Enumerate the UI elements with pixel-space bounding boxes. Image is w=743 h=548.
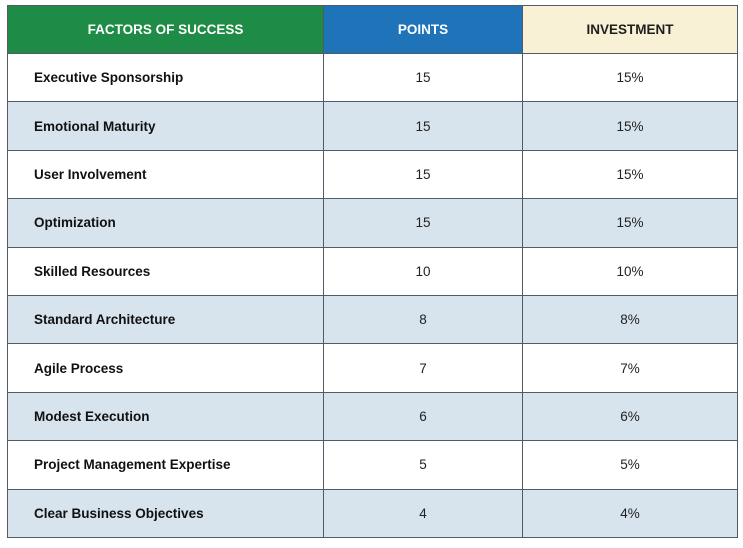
- investment-cell: 15%: [522, 101, 738, 151]
- investment-cell: 15%: [522, 198, 738, 248]
- success-factors-table: FACTORS OF SUCCESS POINTS INVESTMENT Exe…: [7, 5, 738, 538]
- factor-cell: Project Management Expertise: [7, 440, 324, 490]
- success-factors-table-container: FACTORS OF SUCCESS POINTS INVESTMENT Exe…: [7, 5, 738, 538]
- table-row: User Involvement 15 15%: [7, 149, 738, 200]
- points-cell: 4: [323, 488, 523, 538]
- points-cell: 15: [323, 52, 523, 103]
- header-investment: INVESTMENT: [522, 5, 738, 54]
- table-row: Clear Business Objectives 4 4%: [7, 488, 738, 538]
- points-cell: 15: [323, 101, 523, 151]
- points-cell: 7: [323, 343, 523, 393]
- factor-cell: Clear Business Objectives: [7, 488, 324, 538]
- investment-cell: 8%: [522, 294, 738, 345]
- points-cell: 8: [323, 294, 523, 345]
- investment-cell: 7%: [522, 343, 738, 393]
- header-points: POINTS: [323, 5, 523, 54]
- table-row: Modest Execution 6 6%: [7, 391, 738, 442]
- points-cell: 5: [323, 440, 523, 490]
- table-row: Emotional Maturity 15 15%: [7, 101, 738, 151]
- points-cell: 6: [323, 391, 523, 442]
- factor-cell: User Involvement: [7, 149, 324, 200]
- factor-cell: Agile Process: [7, 343, 324, 393]
- factor-cell: Skilled Resources: [7, 246, 324, 296]
- investment-cell: 15%: [522, 52, 738, 103]
- table-row: Executive Sponsorship 15 15%: [7, 52, 738, 103]
- table-row: Project Management Expertise 5 5%: [7, 440, 738, 490]
- table-row: Standard Architecture 8 8%: [7, 294, 738, 345]
- factor-cell: Emotional Maturity: [7, 101, 324, 151]
- investment-cell: 6%: [522, 391, 738, 442]
- table-row: Agile Process 7 7%: [7, 343, 738, 393]
- factor-cell: Standard Architecture: [7, 294, 324, 345]
- factor-cell: Optimization: [7, 198, 324, 248]
- investment-cell: 5%: [522, 440, 738, 490]
- factor-cell: Modest Execution: [7, 391, 324, 442]
- points-cell: 15: [323, 149, 523, 200]
- table-row: Skilled Resources 10 10%: [7, 246, 738, 296]
- factor-cell: Executive Sponsorship: [7, 52, 324, 103]
- table-row: Optimization 15 15%: [7, 198, 738, 248]
- header-factors-of-success: FACTORS OF SUCCESS: [7, 5, 324, 54]
- investment-cell: 15%: [522, 149, 738, 200]
- investment-cell: 4%: [522, 488, 738, 538]
- table-header-row: FACTORS OF SUCCESS POINTS INVESTMENT: [7, 5, 738, 54]
- points-cell: 15: [323, 198, 523, 248]
- investment-cell: 10%: [522, 246, 738, 296]
- table-body: Executive Sponsorship 15 15% Emotional Matu…: [7, 52, 738, 538]
- points-cell: 10: [323, 246, 523, 296]
